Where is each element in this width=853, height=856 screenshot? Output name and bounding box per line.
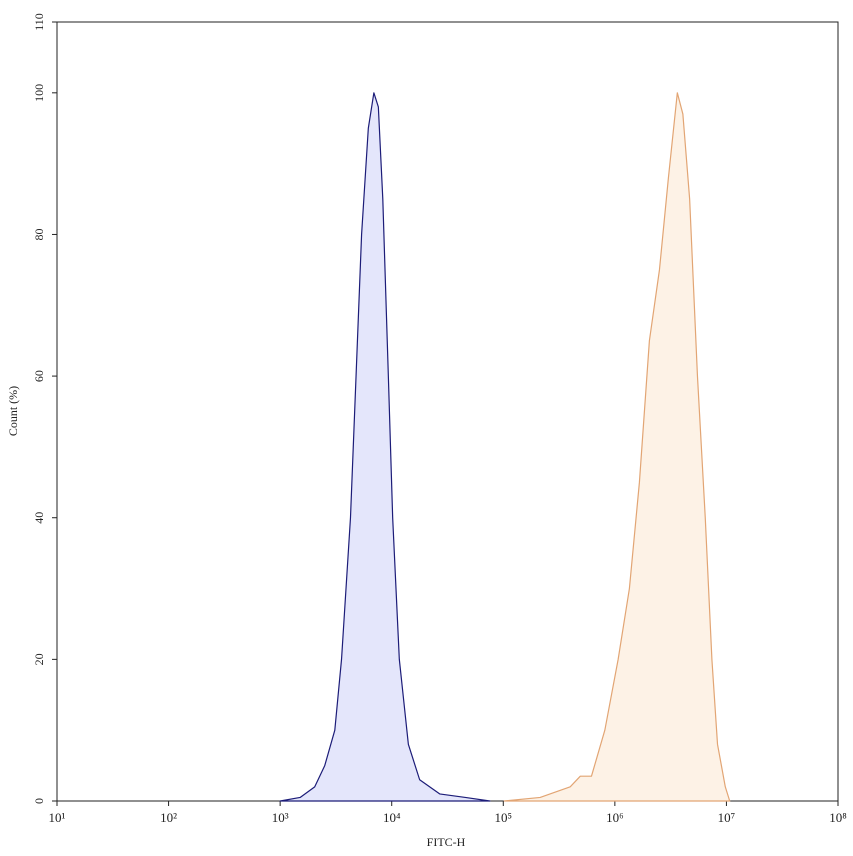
x-tick-label: 10⁴ <box>383 810 401 825</box>
histogram-area <box>503 92 731 802</box>
x-tick-label: 10⁷ <box>718 810 736 825</box>
y-tick-label: 110 <box>32 13 46 31</box>
y-tick-label: 40 <box>32 512 46 524</box>
x-tick-label: 10⁶ <box>606 810 624 825</box>
x-tick-label: 10¹ <box>49 810 66 825</box>
y-axis-label: Count (%) <box>6 386 20 436</box>
x-tick-label: 10² <box>160 810 177 825</box>
y-tick-label: 100 <box>32 84 46 102</box>
y-tick-label: 80 <box>32 228 46 240</box>
x-axis-label: FITC-H <box>427 835 466 849</box>
histogram-area <box>279 92 491 802</box>
plot-frame <box>56 21 839 802</box>
x-tick-label: 10⁸ <box>829 810 847 825</box>
x-tick-label: 10³ <box>272 810 289 825</box>
y-tick-label: 60 <box>32 370 46 382</box>
y-tick-label: 0 <box>32 798 46 804</box>
y-tick-label: 20 <box>32 653 46 665</box>
x-tick-label: 10⁵ <box>495 810 513 825</box>
